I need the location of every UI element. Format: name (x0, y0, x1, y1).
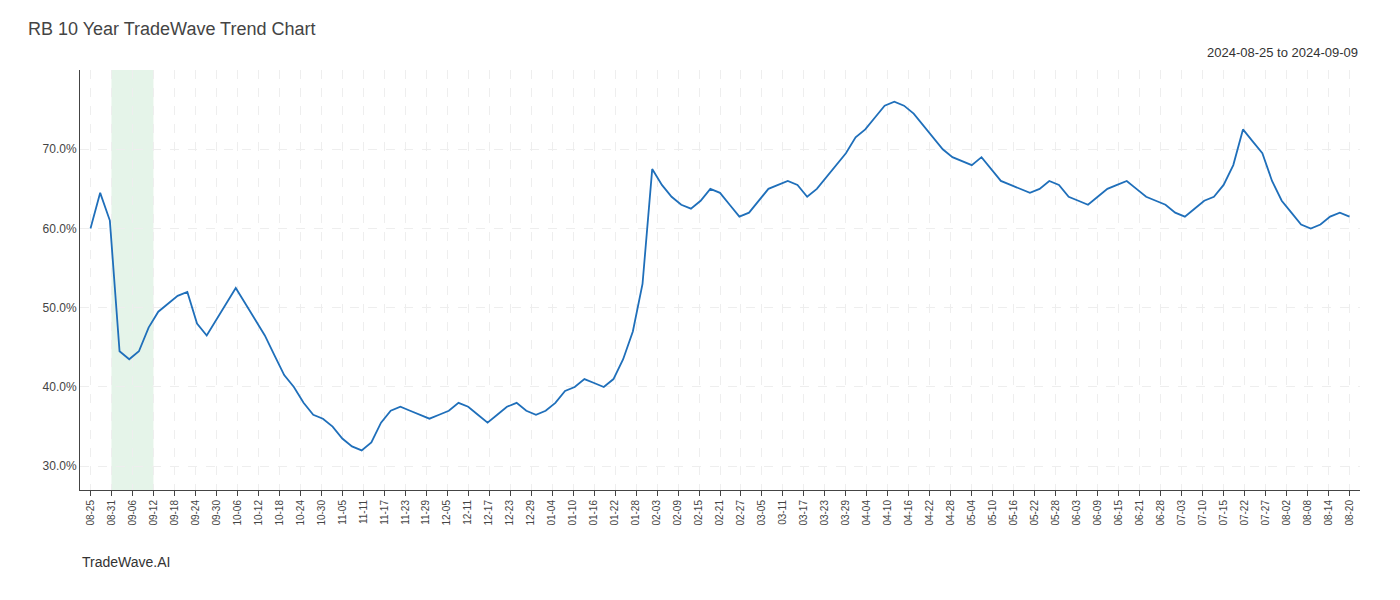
svg-text:08-20: 08-20 (1344, 500, 1355, 526)
svg-text:07-10: 07-10 (1197, 500, 1208, 526)
svg-text:RB 10 Year TradeWave Trend Cha: RB 10 Year TradeWave Trend Chart (28, 19, 316, 39)
svg-text:10-18: 10-18 (274, 500, 285, 526)
svg-text:TradeWave.AI: TradeWave.AI (82, 554, 170, 570)
svg-text:02-09: 02-09 (672, 500, 683, 526)
svg-text:06-03: 06-03 (1071, 500, 1082, 526)
svg-text:08-25: 08-25 (85, 500, 96, 526)
svg-text:60.0%: 60.0% (43, 222, 77, 236)
svg-text:07-03: 07-03 (1176, 500, 1187, 526)
svg-text:07-15: 07-15 (1218, 500, 1229, 526)
svg-text:01-16: 01-16 (588, 500, 599, 526)
svg-text:07-27: 07-27 (1260, 500, 1271, 526)
svg-text:2024-08-25 to 2024-09-09: 2024-08-25 to 2024-09-09 (1207, 45, 1358, 60)
svg-text:30.0%: 30.0% (43, 459, 77, 473)
svg-text:05-04: 05-04 (966, 500, 977, 526)
svg-text:12-23: 12-23 (504, 500, 515, 526)
svg-text:11-05: 11-05 (337, 500, 348, 525)
svg-text:11-11: 11-11 (358, 500, 369, 525)
svg-text:06-21: 06-21 (1134, 500, 1145, 526)
svg-text:04-04: 04-04 (861, 500, 872, 526)
svg-text:06-28: 06-28 (1155, 500, 1166, 526)
svg-text:03-11: 03-11 (777, 500, 788, 525)
svg-text:05-16: 05-16 (1008, 500, 1019, 526)
svg-text:11-29: 11-29 (420, 500, 431, 525)
svg-text:03-29: 03-29 (840, 500, 851, 526)
svg-text:04-22: 04-22 (924, 500, 935, 526)
svg-text:05-10: 05-10 (987, 500, 998, 526)
svg-text:01-04: 01-04 (546, 500, 557, 526)
svg-text:01-22: 01-22 (609, 500, 620, 526)
svg-text:10-24: 10-24 (295, 500, 306, 526)
svg-text:01-28: 01-28 (630, 500, 641, 526)
svg-text:08-08: 08-08 (1302, 500, 1313, 526)
svg-text:03-17: 03-17 (798, 500, 809, 526)
svg-text:11-17: 11-17 (379, 500, 390, 525)
svg-text:10-30: 10-30 (316, 500, 327, 526)
svg-text:09-18: 09-18 (169, 500, 180, 526)
svg-text:04-10: 04-10 (882, 500, 893, 526)
svg-text:04-28: 04-28 (945, 500, 956, 526)
svg-text:70.0%: 70.0% (43, 142, 77, 156)
svg-text:04-16: 04-16 (903, 500, 914, 526)
svg-text:11-23: 11-23 (400, 500, 411, 525)
svg-text:02-27: 02-27 (735, 500, 746, 526)
svg-text:09-30: 09-30 (211, 500, 222, 526)
svg-text:02-03: 02-03 (651, 500, 662, 526)
svg-text:05-28: 05-28 (1050, 500, 1061, 526)
svg-text:12-29: 12-29 (525, 500, 536, 526)
svg-text:50.0%: 50.0% (43, 301, 77, 315)
svg-text:06-09: 06-09 (1092, 500, 1103, 526)
svg-text:10-06: 10-06 (232, 500, 243, 526)
svg-text:08-31: 08-31 (106, 500, 117, 526)
svg-text:10-12: 10-12 (253, 500, 264, 526)
svg-text:07-22: 07-22 (1239, 500, 1250, 526)
svg-text:08-02: 08-02 (1281, 500, 1292, 526)
svg-text:09-06: 09-06 (127, 500, 138, 526)
svg-text:09-24: 09-24 (190, 500, 201, 526)
svg-text:12-05: 12-05 (441, 500, 452, 526)
svg-text:05-22: 05-22 (1029, 500, 1040, 526)
svg-text:01-10: 01-10 (567, 500, 578, 526)
svg-text:08-14: 08-14 (1323, 500, 1334, 526)
svg-text:06-15: 06-15 (1113, 500, 1124, 526)
svg-text:40.0%: 40.0% (43, 380, 77, 394)
svg-text:12-11: 12-11 (462, 500, 473, 525)
svg-text:02-15: 02-15 (693, 500, 704, 526)
svg-text:09-12: 09-12 (148, 500, 159, 526)
svg-text:03-05: 03-05 (756, 500, 767, 526)
svg-text:03-23: 03-23 (819, 500, 830, 526)
svg-text:12-17: 12-17 (483, 500, 494, 526)
svg-text:02-21: 02-21 (714, 500, 725, 526)
